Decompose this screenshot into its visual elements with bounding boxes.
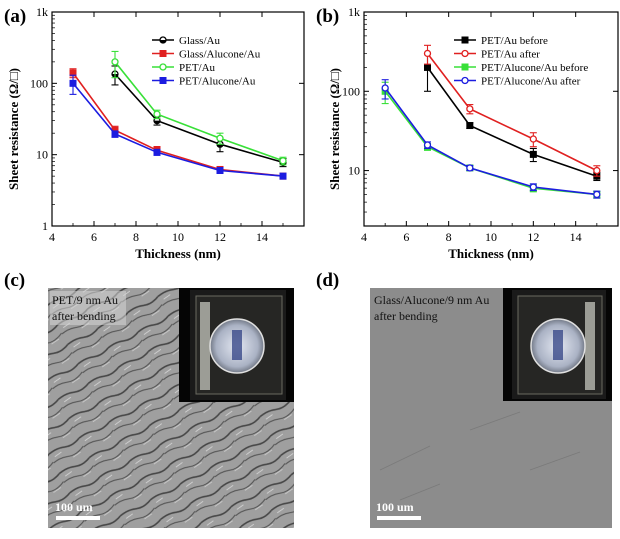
legend-label: Glass/Au xyxy=(179,35,220,47)
data-point xyxy=(466,105,474,113)
data-point xyxy=(381,84,389,92)
x-tick-label: 6 xyxy=(403,230,409,244)
series-line xyxy=(114,73,284,164)
data-point xyxy=(466,122,474,130)
x-tick-label: 12 xyxy=(214,230,226,244)
data-point xyxy=(216,166,224,174)
x-axis-title: Thickness (nm) xyxy=(448,246,534,261)
y-tick-label: 1k xyxy=(36,5,48,19)
y-tick-label: 10 xyxy=(348,164,360,178)
y-tick-label: 100 xyxy=(30,76,48,90)
y-tick-label: 1k xyxy=(348,5,360,19)
series-2 xyxy=(381,81,601,199)
series-line xyxy=(384,90,597,196)
series-3 xyxy=(381,79,601,199)
caption-c-line2: after bending xyxy=(52,309,116,323)
data-point xyxy=(216,134,224,142)
legend-label: Glass/Alucone/Au xyxy=(179,49,261,61)
scale-bar-c xyxy=(56,516,100,520)
data-point xyxy=(159,63,167,71)
chart-b: 4 6 8 10 12 14 10 100 1k Thickness (nm) Sheet resi… xyxy=(327,5,619,261)
y-tick-label: 10 xyxy=(36,148,48,162)
x-tick-label: 4 xyxy=(361,230,367,244)
data-point xyxy=(279,172,287,180)
panel-label-a: (a) xyxy=(4,6,26,27)
x-tick-label: 6 xyxy=(91,230,97,244)
caption-c-line1: PET/9 nm Au xyxy=(52,293,118,307)
data-point xyxy=(111,58,119,66)
data-point xyxy=(423,141,432,149)
legend-label: PET/Au after xyxy=(481,49,540,61)
data-point xyxy=(69,79,77,87)
data-point xyxy=(461,63,469,71)
y-tick-label: 1 xyxy=(42,219,48,233)
data-point xyxy=(529,183,537,191)
data-point xyxy=(529,150,537,158)
scale-label-d: 100 um xyxy=(376,500,414,514)
caption-d-line1: Glass/Alucone/9 nm Au xyxy=(374,293,489,307)
series-line xyxy=(426,66,598,177)
x-tick-label: 12 xyxy=(527,230,539,244)
x-tick-label: 8 xyxy=(133,230,139,244)
data-point xyxy=(153,148,161,156)
scale-bar-d xyxy=(377,516,421,520)
series-3 xyxy=(69,74,287,180)
data-point xyxy=(424,63,431,71)
chart-a: 4 6 8 10 12 14 1 10 100 1k Thickness (nm) Sheet res… xyxy=(6,5,305,261)
legend-label: PET/Alucone/Au xyxy=(179,76,256,88)
data-point xyxy=(111,130,119,138)
data-point xyxy=(529,135,537,143)
series-line xyxy=(72,82,284,177)
legend-label: PET/Au xyxy=(179,62,216,74)
plot-frame xyxy=(51,11,305,227)
data-point xyxy=(423,49,432,58)
legend-label: PET/Alucone/Au before xyxy=(481,62,588,74)
data-point-fill xyxy=(154,120,160,124)
panel-label-b: (b) xyxy=(316,6,339,27)
data-point-fill xyxy=(217,144,223,148)
series-line xyxy=(384,87,597,196)
data-point xyxy=(461,36,469,44)
inset-photo-c xyxy=(179,288,294,402)
y-axis-title: Sheet resistance (Ω/□) xyxy=(6,68,21,190)
x-tick-label: 14 xyxy=(570,230,582,244)
legend-label: PET/Au before xyxy=(481,35,548,47)
panel-label-d: (d) xyxy=(316,270,339,291)
x-tick-label: 10 xyxy=(172,230,184,244)
micrograph-c: PET/9 nm Au after bending 100 um xyxy=(48,288,294,528)
series-line xyxy=(426,53,598,172)
micrograph-d: Glass/Alucone/9 nm Au after bending 100 … xyxy=(370,288,612,528)
series-line xyxy=(72,72,284,177)
inset-photo-d xyxy=(503,288,612,401)
series-2 xyxy=(111,50,287,166)
data-point-fill xyxy=(160,40,166,43)
data-point xyxy=(279,157,287,165)
data-point xyxy=(461,49,469,58)
x-tick-label: 8 xyxy=(446,230,452,244)
legend-label: PET/Alucone/Au after xyxy=(481,76,581,88)
x-axis-title: Thickness (nm) xyxy=(135,246,221,261)
x-tick-label: 10 xyxy=(485,230,497,244)
scale-label-c: 100 um xyxy=(55,500,93,514)
data-point xyxy=(593,166,601,175)
series-1 xyxy=(423,44,601,177)
data-point xyxy=(461,76,469,85)
series-line xyxy=(114,61,284,162)
data-point xyxy=(153,110,161,118)
data-point xyxy=(159,77,167,84)
y-tick-label: 100 xyxy=(342,84,360,98)
x-tick-label: 14 xyxy=(256,230,268,244)
data-point xyxy=(593,190,601,199)
panel-label-c: (c) xyxy=(4,270,25,291)
y-axis-title: Sheet resistance (Ω/□) xyxy=(327,68,342,190)
x-tick-label: 4 xyxy=(49,230,55,244)
data-point xyxy=(466,164,474,172)
caption-d-line2: after bending xyxy=(374,309,438,323)
data-point xyxy=(159,50,167,57)
